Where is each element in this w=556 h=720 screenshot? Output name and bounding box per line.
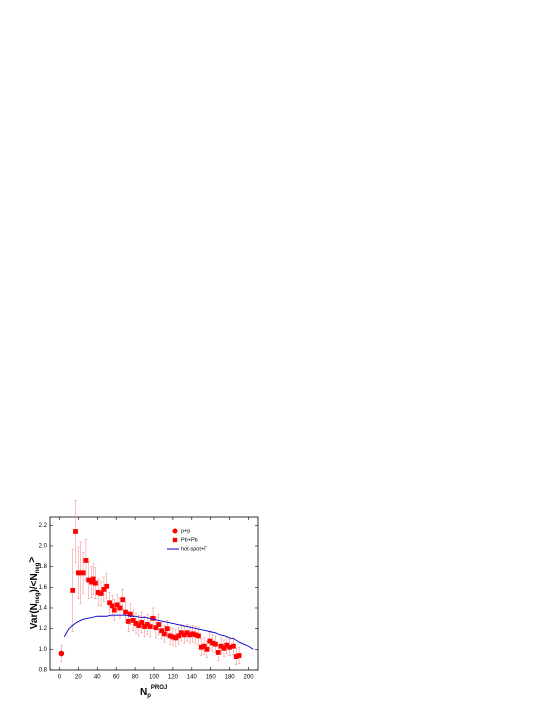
- point: [91, 576, 96, 582]
- point: [123, 609, 129, 615]
- x-axis-title: NpPROJ: [140, 685, 167, 699]
- legend-label: Pb+Pb: [181, 537, 198, 543]
- x-tick-label: 140: [187, 675, 198, 681]
- point: [120, 597, 126, 603]
- y-tick-label: 1.2: [39, 626, 48, 632]
- point: [164, 626, 170, 632]
- legend-label: hot-spot+Γ: [181, 546, 207, 552]
- point: [227, 644, 233, 650]
- x-tick-label: 60: [113, 675, 120, 681]
- legend-label: p+p: [181, 528, 190, 534]
- x-tick-label: 40: [94, 675, 101, 681]
- point: [153, 625, 159, 631]
- point: [107, 600, 112, 606]
- y-tick-label: 1.8: [39, 564, 48, 570]
- y-title-part: )/<N: [29, 573, 40, 592]
- model-line: [63, 614, 254, 650]
- point: [236, 653, 242, 658]
- point: [126, 619, 131, 624]
- x-tick-label: 80: [132, 675, 139, 681]
- point: [70, 587, 76, 593]
- y-axis-title: Var(Nneg)/<Nneg>: [27, 557, 41, 630]
- point: [86, 577, 92, 583]
- x-tick-label: 100: [149, 675, 160, 681]
- point: [207, 638, 213, 644]
- point: [184, 630, 190, 636]
- point: [201, 643, 207, 649]
- point: [162, 631, 167, 637]
- point: [233, 654, 239, 659]
- point: [190, 631, 196, 637]
- point: [159, 628, 164, 634]
- x-title-sup: PROJ: [151, 685, 167, 691]
- y-tick-label: 1.0: [39, 647, 48, 653]
- x-title-part: N: [140, 687, 147, 698]
- point: [80, 570, 86, 576]
- point: [221, 645, 227, 651]
- point: [77, 570, 83, 576]
- legend-marker: [172, 537, 178, 543]
- point: [130, 617, 136, 623]
- point: [176, 633, 181, 639]
- y-tick-label: 2.0: [39, 544, 48, 550]
- point: [83, 558, 89, 563]
- point: [98, 591, 104, 596]
- point: [156, 622, 162, 627]
- point: [193, 632, 198, 638]
- point: [187, 632, 193, 638]
- point: [224, 642, 230, 648]
- point: [104, 583, 110, 589]
- point: [101, 586, 107, 592]
- point: [210, 640, 216, 646]
- x-tick-label: 20: [75, 675, 82, 681]
- y-title-part: >: [27, 557, 38, 563]
- y-tick-label: 2.2: [39, 523, 48, 529]
- x-tick-label: 120: [168, 675, 179, 681]
- point: [167, 633, 173, 639]
- point: [139, 620, 145, 625]
- point: [179, 630, 184, 636]
- x-tick-label: 180: [225, 675, 236, 681]
- point: [198, 644, 204, 650]
- point: [204, 646, 210, 652]
- point: [114, 602, 120, 608]
- y-tick-label: 1.6: [39, 585, 48, 591]
- point: [58, 650, 65, 657]
- point: [127, 611, 133, 617]
- x-title-sub: p: [147, 693, 151, 699]
- point: [147, 624, 153, 629]
- point: [213, 641, 218, 647]
- y-tick-label: 0.8: [39, 668, 48, 674]
- point: [215, 650, 221, 655]
- point: [89, 579, 94, 585]
- point: [181, 632, 187, 638]
- point: [150, 615, 156, 621]
- point: [196, 633, 201, 639]
- point: [117, 605, 123, 611]
- point: [92, 580, 98, 586]
- point: [111, 607, 117, 613]
- y-tick-label: 1.4: [39, 606, 48, 612]
- point: [73, 529, 78, 534]
- legend-marker: [172, 528, 178, 534]
- y-title-part: Var(N: [29, 603, 40, 629]
- x-tick-label: 160: [206, 675, 217, 681]
- y-title-part: neg: [35, 562, 41, 573]
- point: [170, 634, 176, 640]
- point: [173, 635, 179, 641]
- point: [133, 621, 139, 626]
- point: [142, 624, 147, 629]
- x-tick-label: 200: [244, 675, 255, 681]
- point: [95, 590, 101, 595]
- point: [231, 643, 236, 649]
- point: [144, 622, 150, 627]
- point: [110, 603, 115, 609]
- y-title-part: neg: [35, 592, 41, 603]
- x-tick-label: 0: [58, 675, 62, 681]
- point: [218, 643, 224, 649]
- point: [136, 623, 142, 628]
